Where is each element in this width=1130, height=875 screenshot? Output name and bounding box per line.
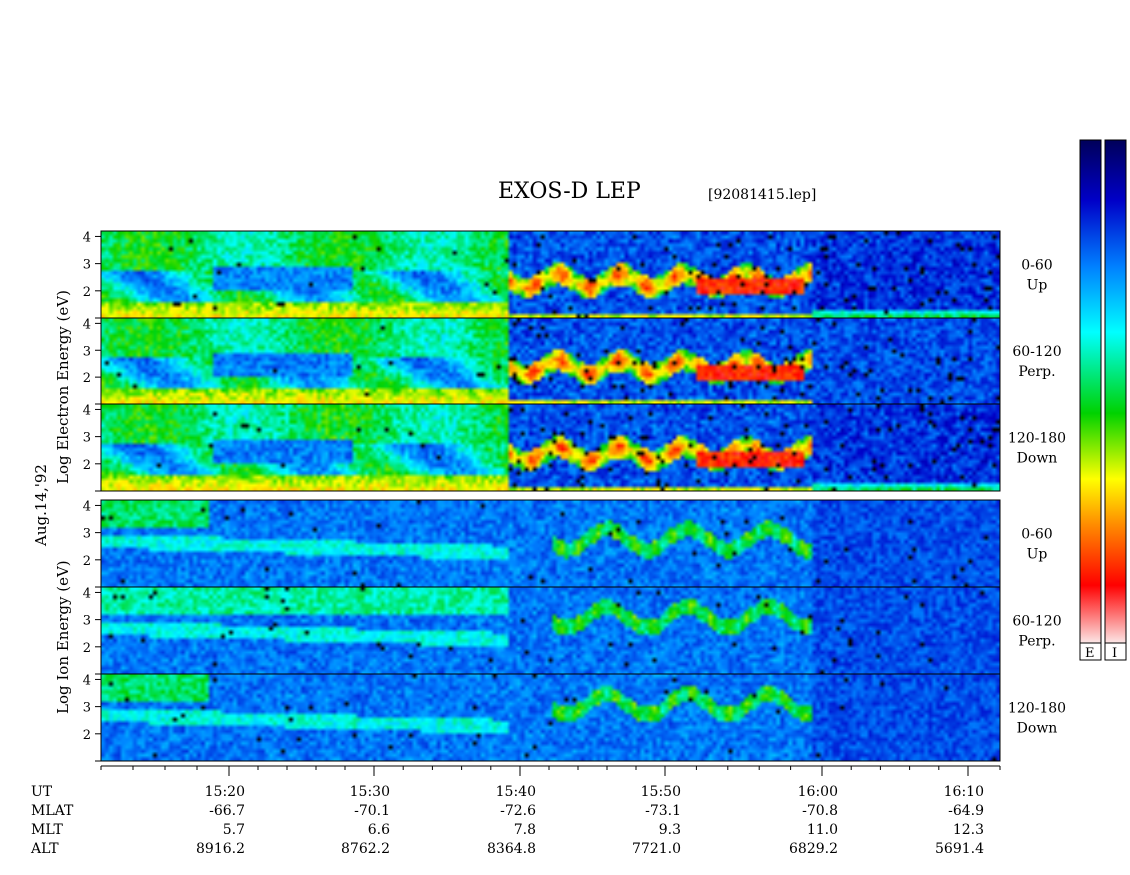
y-tick-label: 4 [83,317,91,332]
pitch-angle-direction: Up [1027,547,1048,563]
y-tick-label: 4 [83,230,91,245]
pitch-angle-direction: Down [1017,451,1058,467]
y-tick-label: 2 [83,285,91,300]
colorbar-electron: E [1079,139,1102,661]
panel-frame [100,673,1001,762]
y-tick-label: 3 [83,614,91,629]
mlt-value: 12.3 [953,822,984,838]
y-tick-label: 3 [83,527,91,542]
pitch-angle-direction: Perp. [1018,634,1055,650]
y-tick-label: 2 [83,458,91,473]
alt-value: 5691.4 [935,841,984,857]
mlt-value: 7.8 [514,822,536,838]
file-name: [92081415.lep] [708,187,816,203]
alt-value: 8762.2 [341,841,390,857]
ut-row-label: UT [31,784,53,800]
pitch-angle-range: 120-180 [1008,701,1066,717]
panel-frame [100,403,1001,492]
panel-raster [101,318,1000,404]
panel-raster [101,231,1000,318]
y-tick-label: 3 [83,701,91,716]
panel-raster [101,500,1000,587]
mlat-value: -73.1 [645,803,681,819]
pitch-angle-range: 0-60 [1021,258,1052,274]
mlat-value: -72.6 [500,803,536,819]
pitch-angle-direction: Up [1027,278,1048,294]
y-tick-label: 4 [83,586,91,601]
y-tick-label: 2 [83,728,91,743]
date-label: Aug.14,'92 [32,464,50,547]
chart-title: EXOS-D LEP [498,179,641,204]
alt-value: 6829.2 [789,841,838,857]
ut-tick-label: 15:50 [641,784,681,800]
pitch-angle-range: 0-60 [1021,527,1052,543]
panel-raster [101,587,1000,674]
mlat-value: -64.9 [948,803,984,819]
pitch-angle-range: 60-120 [1012,614,1061,630]
alt-row-label: ALT [30,841,59,857]
mlat-value: -70.8 [802,803,838,819]
colorbar-ion: I [1104,139,1127,661]
pitch-angle-direction: Perp. [1018,364,1055,380]
y-tick-label: 2 [83,554,91,569]
y-tick-label: 2 [83,641,91,656]
mlt-value: 5.7 [223,822,245,838]
ut-tick-label: 16:00 [798,784,838,800]
colorbar-electron-letter: E [1085,646,1095,661]
alt-value: 7721.0 [632,841,681,857]
y-tick-label: 3 [83,258,91,273]
alt-value: 8364.8 [487,841,536,857]
electron-energy-label: Log Electron Energy (eV) [54,290,72,484]
spectrogram-panels [100,230,1001,762]
mlat-value: -70.1 [354,803,390,819]
axes: 2 3 4 2 3 4 2 3 4 2 3 4 2 3 4 2 3 4 [83,230,1001,776]
mlt-value: 6.6 [368,822,390,838]
mlt-value: 11.0 [807,822,838,838]
y-tick-label: 3 [83,431,91,446]
alt-value: 8916.2 [196,841,245,857]
mlt-value: 9.3 [659,822,681,838]
mlat-value: -66.7 [209,803,245,819]
y-tick-label: 4 [83,403,91,418]
y-tick-label: 4 [83,673,91,688]
pitch-angle-direction: Down [1017,721,1058,737]
ut-tick-label: 15:40 [496,784,536,800]
mlat-row-label: MLAT [31,803,74,819]
y-tick-label: 3 [83,344,91,359]
ut-tick-label: 15:30 [350,784,390,800]
pitch-angle-range: 120-180 [1008,431,1066,447]
pitch-angle-range: 60-120 [1012,344,1061,360]
panel-raster [101,404,1000,491]
ut-tick-label: 16:10 [944,784,984,800]
mlt-row-label: MLT [31,822,63,838]
ion-energy-label: Log Ion Energy (eV) [54,560,72,714]
colorbar-ion-letter: I [1112,646,1117,661]
y-tick-label: 4 [83,499,91,514]
pitch-angle-labels: 0-60 Up 60-120 Perp. 120-180 Down 0-60 Up 60-120… [1008,258,1066,737]
ut-tick-label: 15:20 [205,784,245,800]
y-tick-label: 2 [83,371,91,386]
ephemeris-table: UT 15:20 15:30 15:40 15:50 16:00 16:10 MLAT -66.… [30,784,984,857]
panel-raster [101,674,1000,761]
